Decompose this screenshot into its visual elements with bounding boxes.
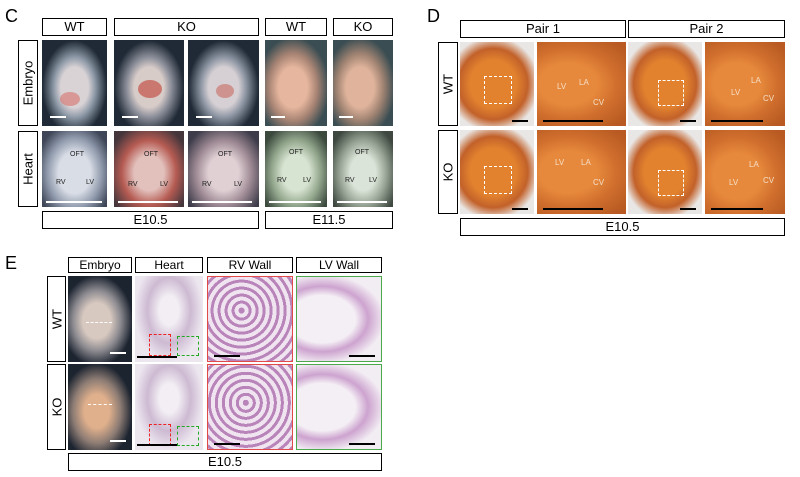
- image-e-rv-wall-ko: [207, 364, 293, 450]
- label-cv: CV: [763, 94, 775, 103]
- label-oft: OFT: [218, 151, 232, 158]
- panel-d-row-ko: KO: [438, 130, 458, 214]
- label-lv: LV: [86, 179, 95, 186]
- label-lv: LV: [160, 181, 169, 188]
- image-c-embryo-ko-b-e105: [188, 40, 259, 126]
- image-c-heart-ko-e115: OFT RV LV: [333, 131, 393, 207]
- image-e-lv-wall-ko: [296, 364, 382, 450]
- panel-e-col-embryo: Embryo: [68, 257, 132, 273]
- label-lv: LV: [369, 177, 378, 184]
- image-e-embryo-wt: [68, 276, 132, 362]
- image-d-embryo-wt-pair1: [460, 42, 534, 126]
- image-c-embryo-wt-e115: [265, 40, 327, 126]
- panel-c-col-ko-2: KO: [333, 18, 393, 36]
- image-c-heart-wt-e115: OFT RV LV: [265, 131, 327, 207]
- label-la: LA: [749, 160, 759, 169]
- label-lv: LV: [731, 88, 741, 97]
- label-lv: LV: [303, 177, 312, 184]
- panel-e-col-rv-wall: RV Wall: [207, 257, 293, 273]
- label-cv: CV: [593, 178, 605, 187]
- label-rv: RV: [128, 181, 138, 188]
- panel-d-col-pair1: Pair 1: [460, 20, 626, 38]
- image-e-embryo-ko: [68, 364, 132, 450]
- image-d-embryo-ko-pair1: [460, 130, 534, 214]
- label-lv: LV: [557, 82, 567, 91]
- panel-d-row-wt: WT: [438, 42, 458, 126]
- image-e-heart-wt: [135, 276, 203, 362]
- label-rv: RV: [202, 181, 212, 188]
- panel-c-col-ko-1: KO: [114, 18, 259, 36]
- label-cv: CV: [763, 176, 775, 185]
- panel-e-col-lv-wall: LV Wall: [296, 257, 382, 273]
- image-c-embryo-wt-e105: [42, 40, 107, 126]
- label-oft: OFT: [70, 151, 84, 158]
- label-rv: RV: [345, 177, 355, 184]
- label-oft: OFT: [144, 151, 158, 158]
- label-rv: RV: [277, 177, 287, 184]
- panel-e-label: E: [5, 253, 18, 273]
- label-lv: LV: [234, 181, 243, 188]
- image-d-embryo-ko-pair2: [628, 130, 702, 214]
- label-la: LA: [579, 78, 589, 87]
- image-c-heart-wt-e105: OFT RV LV: [42, 131, 107, 207]
- image-d-heart-wt-pair2: LV LA CV: [705, 42, 785, 126]
- image-e-rv-wall-wt: [207, 276, 293, 362]
- panel-e-col-heart: Heart: [135, 257, 203, 273]
- image-c-heart-ko-b-e105: OFT RV LV: [188, 131, 259, 207]
- label-cv: CV: [593, 98, 605, 107]
- panel-d-stage: E10.5: [460, 218, 785, 236]
- image-c-embryo-ko-e115: [333, 40, 393, 126]
- label-la: LA: [581, 158, 591, 167]
- panel-c-col-wt-2: WT: [265, 18, 327, 36]
- label-lv: LV: [729, 178, 739, 187]
- panel-c-col-wt-1: WT: [42, 18, 107, 36]
- label-oft: OFT: [289, 149, 303, 156]
- panel-e-row-ko: KO: [47, 364, 66, 450]
- image-d-heart-ko-pair2: LV LA CV: [705, 130, 785, 214]
- image-d-embryo-wt-pair2: [628, 42, 702, 126]
- panel-d-col-pair2: Pair 2: [628, 20, 785, 38]
- image-c-embryo-ko-a-e105: [114, 40, 184, 126]
- image-d-heart-ko-pair1: LV LA CV: [537, 130, 626, 214]
- panel-c-stage-e115: E11.5: [265, 211, 393, 229]
- image-d-heart-wt-pair1: LV LA CV: [537, 42, 626, 126]
- panel-e-stage: E10.5: [68, 453, 382, 471]
- label-la: LA: [751, 76, 761, 85]
- image-e-lv-wall-wt: [296, 276, 382, 362]
- label-oft: OFT: [355, 149, 369, 156]
- image-e-heart-ko: [135, 364, 203, 450]
- panel-d-label: D: [427, 6, 440, 26]
- panel-c-stage-e105: E10.5: [42, 211, 259, 229]
- image-c-heart-ko-a-e105: OFT RV LV: [114, 131, 184, 207]
- label-rv: RV: [56, 179, 66, 186]
- label-lv: LV: [555, 158, 565, 167]
- panel-e-row-wt: WT: [47, 276, 66, 362]
- panel-c-row-embryo: Embryo: [18, 40, 38, 126]
- panel-c-label: C: [5, 6, 18, 26]
- panel-c-row-heart: Heart: [18, 131, 38, 207]
